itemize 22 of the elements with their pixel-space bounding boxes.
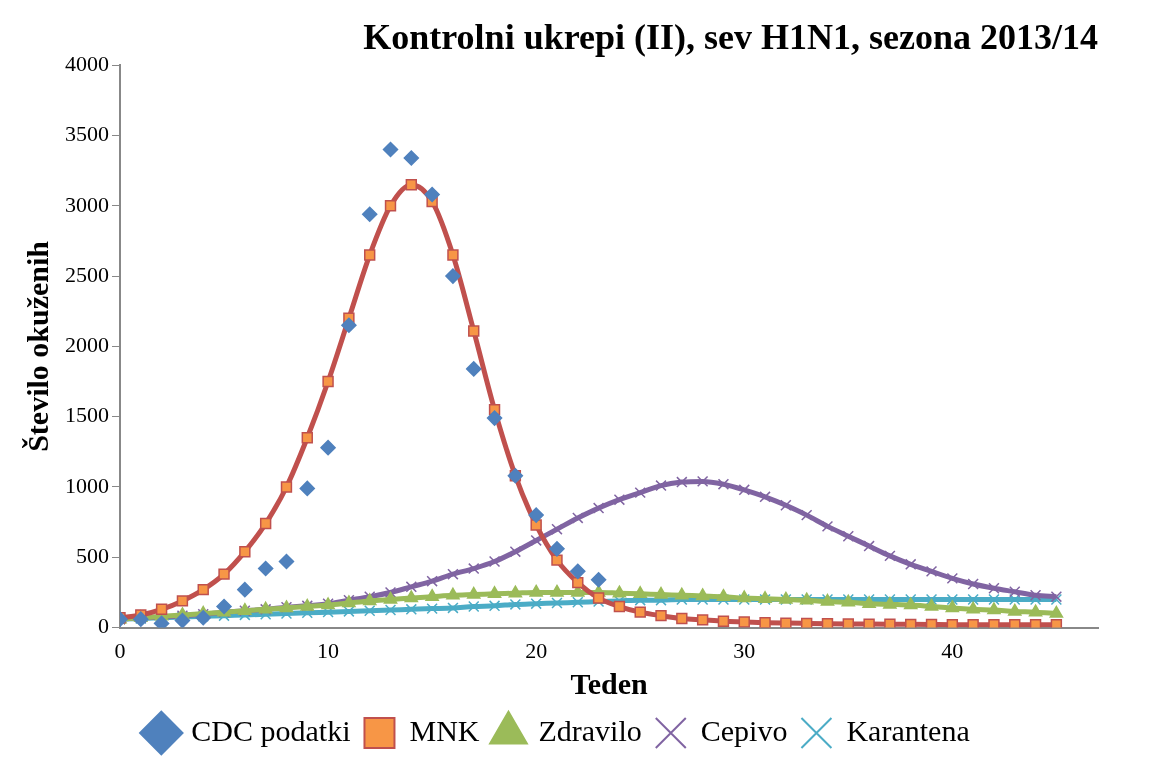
legend-label: MNK	[409, 713, 480, 747]
chart-title: Kontrolni ukrepi (II), sev H1N1, sezona 2013/14	[363, 16, 1098, 57]
x-tick-label: 10	[317, 637, 340, 663]
legend-label: Karantena	[846, 713, 970, 747]
y-tick-label: 2500	[65, 261, 109, 287]
x-tick-label: 0	[114, 637, 126, 663]
y-tick-label: 3000	[65, 191, 109, 217]
y-tick-label: 2000	[65, 332, 109, 358]
x-tick-label: 40	[941, 637, 964, 663]
x-axis-title: Teden	[570, 666, 648, 700]
x-tick-label: 30	[733, 637, 756, 663]
y-axis-title: Število okuženih	[20, 240, 54, 452]
legend-label: Cepivo	[700, 713, 788, 747]
y-tick-label: 4000	[65, 50, 109, 76]
legend-label: Zdravilo	[538, 713, 642, 747]
y-tick-label: 0	[98, 613, 109, 639]
x-tick-label: 20	[525, 637, 548, 663]
y-tick-label: 3500	[65, 121, 109, 147]
y-tick-label: 500	[76, 543, 109, 569]
y-tick-label: 1000	[65, 472, 109, 498]
y-tick-label: 1500	[65, 402, 109, 428]
legend-label: CDC podatki	[191, 713, 351, 747]
